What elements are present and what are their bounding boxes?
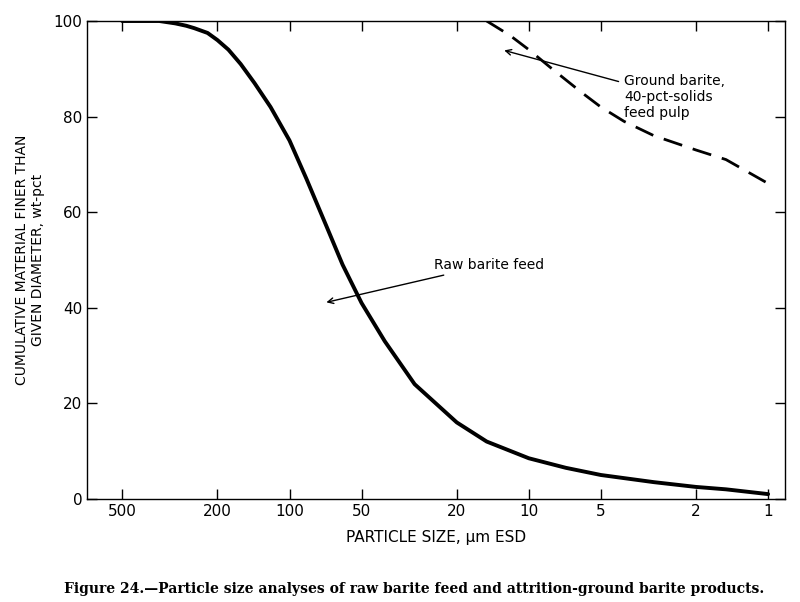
Text: Ground barite,
40-pct-solids
feed pulp: Ground barite, 40-pct-solids feed pulp (506, 49, 725, 120)
Text: Figure 24.—Particle size analyses of raw barite feed and attrition-ground barite: Figure 24.—Particle size analyses of raw… (64, 582, 764, 596)
X-axis label: PARTICLE SIZE, μm ESD: PARTICLE SIZE, μm ESD (346, 530, 526, 545)
Y-axis label: CUMULATIVE MATERIAL FINER THAN
GIVEN DIAMETER, wt-pct: CUMULATIVE MATERIAL FINER THAN GIVEN DIA… (15, 135, 46, 385)
Text: Raw barite feed: Raw barite feed (328, 258, 544, 303)
